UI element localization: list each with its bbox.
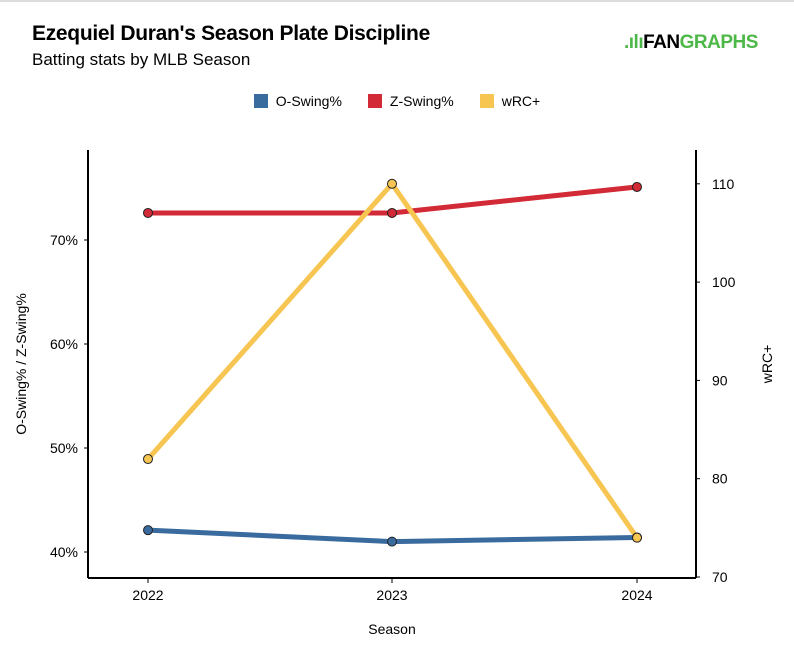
legend-swatch (479, 94, 494, 108)
y-left-tick-label: 70% (50, 232, 78, 248)
legend-swatch (253, 94, 268, 108)
fangraphs-logo: .ılıFANGRAPHS (624, 32, 758, 54)
legend-swatch (367, 94, 382, 108)
legend-label: wRC+ (501, 93, 541, 109)
data-point-wrc (632, 532, 642, 543)
y-right-tick-label: 70 (712, 569, 728, 585)
data-point-oswing (143, 525, 153, 536)
data-point-zswing (387, 207, 397, 218)
logo-prefix: FAN (643, 32, 680, 53)
legend: O-Swing% Z-Swing% wRC+ (0, 93, 794, 109)
data-point-wrc (387, 178, 397, 189)
series-line-wrc (146, 181, 640, 540)
x-tick-label: 2022 (132, 587, 163, 603)
legend-item-z-swing[interactable]: Z-Swing% (367, 93, 454, 109)
logo-suffix: GRAPHS (679, 32, 759, 53)
x-tick-label: 2023 (376, 587, 407, 603)
x-axis-label: Season (368, 621, 415, 637)
y-right-tick-label: 100 (712, 274, 736, 290)
y-right-tick-label: 90 (712, 372, 728, 388)
y-right-tick-label: 80 (712, 471, 728, 487)
data-point-zswing (143, 207, 153, 218)
top-border (0, 0, 794, 2)
logo-bars-icon: .ılı (624, 32, 644, 53)
y-left-tick-label: 60% (50, 336, 78, 352)
y-left-tick-label: 50% (50, 440, 78, 456)
data-point-oswing (387, 536, 397, 547)
y-right-tick-label: 110 (712, 176, 735, 192)
legend-label: O-Swing% (275, 93, 342, 109)
legend-label: Z-Swing% (389, 93, 454, 109)
chart-title: Ezequiel Duran's Season Plate Discipline (32, 22, 430, 45)
data-point-zswing (632, 181, 642, 192)
chart-subtitle: Batting stats by MLB Season (32, 50, 251, 69)
legend-item-wrc[interactable]: wRC+ (479, 93, 541, 109)
data-point-wrc (143, 454, 153, 465)
y-left-tick-label: 40% (50, 544, 78, 560)
legend-item-o-swing[interactable]: O-Swing% (253, 93, 342, 109)
y-axis-left-label: O-Swing% / Z-Swing% (13, 293, 29, 435)
y-axis-right-label: wRC+ (759, 345, 775, 385)
x-tick-label: 2024 (621, 587, 652, 603)
